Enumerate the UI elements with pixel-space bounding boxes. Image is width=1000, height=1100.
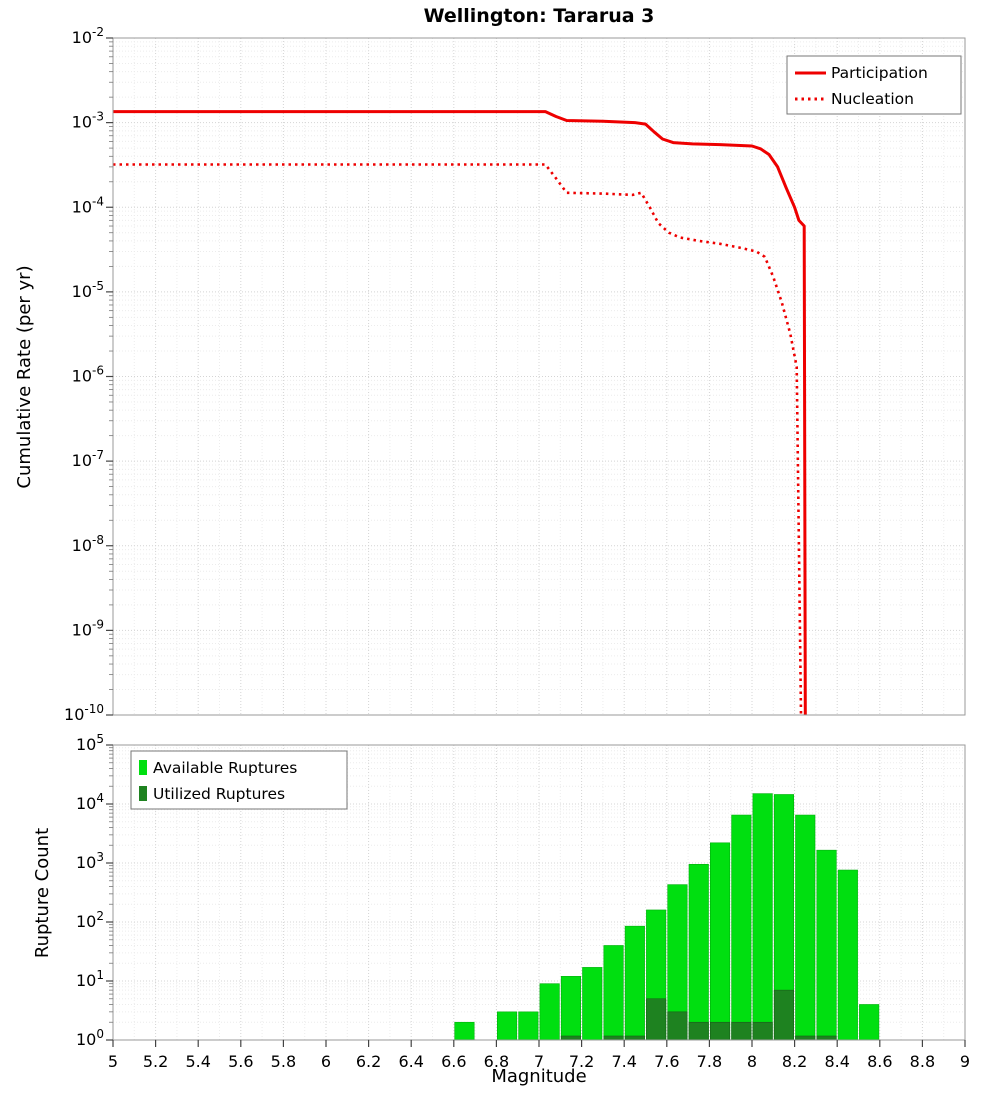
gridlines [113, 38, 965, 715]
svg-text:Utilized Ruptures: Utilized Ruptures [153, 785, 285, 803]
svg-text:5.8: 5.8 [271, 1052, 296, 1071]
svg-text:100: 100 [76, 1027, 104, 1049]
available-bar [859, 1004, 880, 1041]
svg-text:7.6: 7.6 [654, 1052, 679, 1071]
svg-text:102: 102 [76, 909, 104, 931]
svg-text:6.6: 6.6 [441, 1052, 466, 1071]
svg-text:8.4: 8.4 [824, 1052, 849, 1071]
utilized-bar [795, 1035, 816, 1041]
svg-text:10-6: 10-6 [72, 364, 104, 386]
available-bar [496, 1011, 518, 1041]
svg-text:10-10: 10-10 [64, 702, 104, 724]
svg-text:6: 6 [321, 1052, 331, 1071]
count-legend: Available Ruptures Utilized Ruptures [130, 750, 348, 810]
utilized-bar [773, 989, 795, 1041]
svg-text:104: 104 [76, 791, 104, 813]
gridlines [113, 745, 965, 1040]
svg-text:8.8: 8.8 [910, 1052, 935, 1071]
available-bar [837, 869, 858, 1041]
svg-text:10-8: 10-8 [72, 533, 104, 555]
svg-text:101: 101 [76, 968, 104, 990]
svg-text:5: 5 [108, 1052, 118, 1071]
svg-text:7.4: 7.4 [611, 1052, 636, 1071]
svg-text:10-2: 10-2 [72, 25, 104, 47]
rate-lines [113, 110, 807, 716]
svg-text:6.2: 6.2 [356, 1052, 381, 1071]
utilized-bar [816, 1035, 837, 1041]
utilized-bar [731, 1021, 752, 1041]
svg-text:8.6: 8.6 [867, 1052, 892, 1071]
y-axis-ticks: 10-2 10-3 10-4 10-5 10-6 10-7 10-8 10-9 10-10 [64, 25, 113, 724]
svg-text:9: 9 [960, 1052, 970, 1071]
rupture-bars [454, 793, 880, 1041]
utilized-bar [667, 1011, 688, 1041]
svg-text:10-9: 10-9 [72, 617, 104, 639]
available-bar [624, 925, 645, 1041]
utilized-bar [752, 1021, 773, 1041]
svg-text:10-4: 10-4 [72, 194, 104, 216]
available-bar [582, 967, 603, 1041]
available-legend-swatch [139, 760, 147, 775]
available-bar [731, 814, 752, 1041]
participation-line [113, 110, 807, 716]
svg-text:7: 7 [534, 1052, 544, 1071]
svg-text:8.2: 8.2 [782, 1052, 807, 1071]
utilized-bar [646, 998, 667, 1041]
svg-text:8: 8 [747, 1052, 757, 1071]
available-bar [709, 842, 731, 1041]
svg-text:10-3: 10-3 [72, 110, 104, 132]
x-axis-label: Magnitude [491, 1066, 587, 1087]
available-bar [454, 1021, 475, 1041]
available-bar [795, 814, 816, 1041]
svg-text:5.2: 5.2 [143, 1052, 168, 1071]
chart-title: Wellington: Tararua 3 [423, 5, 655, 27]
nucleation-line [113, 163, 803, 716]
svg-text:10-5: 10-5 [72, 279, 104, 301]
svg-text:105: 105 [76, 732, 104, 754]
svg-text:6.8: 6.8 [484, 1052, 509, 1071]
available-bar [816, 849, 837, 1041]
svg-text:5.6: 5.6 [228, 1052, 253, 1071]
svg-text:10-7: 10-7 [72, 448, 104, 470]
svg-text:Nucleation: Nucleation [831, 90, 914, 108]
available-bar [752, 793, 773, 1041]
svg-text:Participation: Participation [831, 64, 928, 82]
utilized-bar [624, 1035, 645, 1041]
svg-text:6.4: 6.4 [398, 1052, 423, 1071]
utilized-bar [560, 1035, 582, 1041]
svg-text:103: 103 [76, 850, 104, 872]
svg-text:7.8: 7.8 [697, 1052, 722, 1071]
available-bar [539, 983, 560, 1041]
y-axis-ticks: 100 101 102 103 104 105 [76, 732, 113, 1049]
rate-legend: Participation Nucleation [786, 55, 962, 115]
svg-text:7.2: 7.2 [569, 1052, 594, 1071]
utilized-bar [603, 1035, 624, 1041]
available-bar [560, 976, 582, 1041]
available-bar [518, 1011, 539, 1041]
utilized-bar [688, 1021, 709, 1041]
svg-text:Available Ruptures: Available Ruptures [153, 759, 297, 777]
utilized-bar [709, 1021, 731, 1041]
utilized-legend-swatch [139, 786, 147, 801]
available-bar [688, 864, 709, 1041]
available-bar [603, 945, 624, 1041]
svg-text:5.4: 5.4 [185, 1052, 210, 1071]
